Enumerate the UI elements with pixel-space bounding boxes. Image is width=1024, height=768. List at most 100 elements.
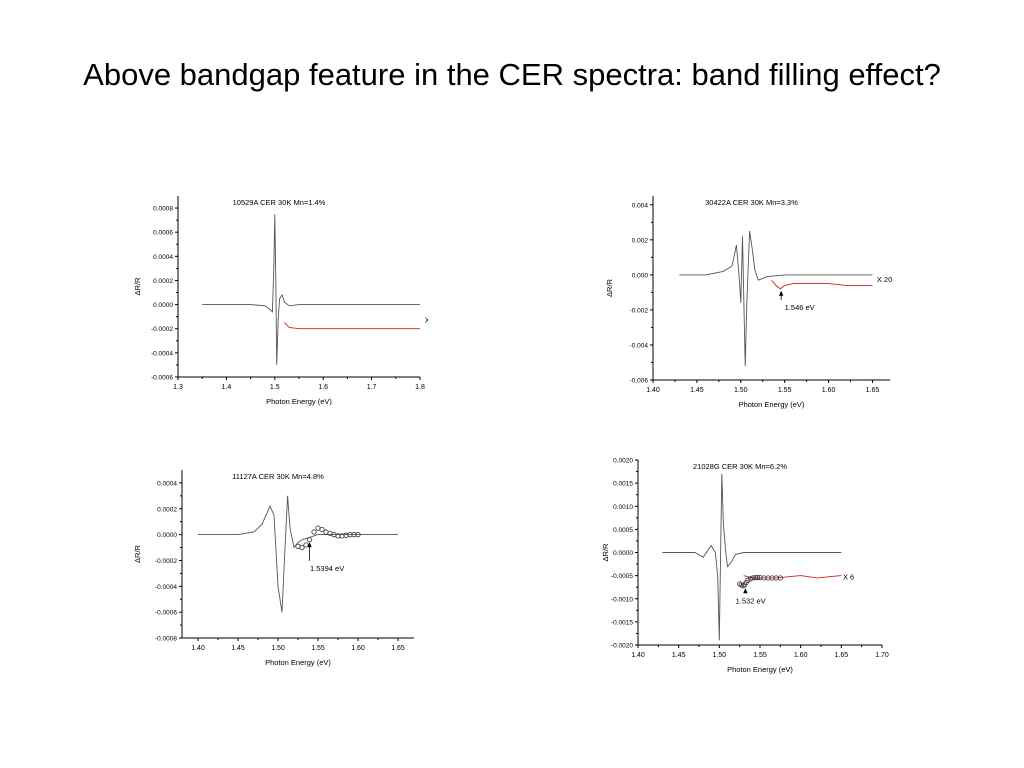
chart3-annotation: 1.5394 eV bbox=[310, 564, 344, 573]
chart1-x-tick-label: 1.8 bbox=[415, 384, 425, 391]
chart2-y-tick-label: 0.002 bbox=[632, 237, 649, 244]
chart2-x-tick-label: 1.65 bbox=[866, 387, 880, 394]
chart3-series1-line bbox=[198, 495, 398, 613]
chart1-x-tick-label: 1.6 bbox=[318, 384, 328, 391]
chart2-y-tick-label: -0.002 bbox=[630, 307, 649, 314]
chart4-x-tick-label: 1.60 bbox=[794, 652, 808, 659]
chart3-y-label: ΔR/R bbox=[133, 544, 142, 563]
chart2-series1-line bbox=[679, 230, 873, 367]
chart4-series3-point bbox=[752, 574, 758, 581]
chart2-annotation: X 20 bbox=[877, 275, 892, 284]
chart4-y-label: ΔR/R bbox=[601, 543, 610, 562]
chart-10529a-svg: 1.3 1.4 1.5 1.6 1.7 1.8 -0.0006 -0.0004 -0.0002 0… bbox=[133, 196, 428, 406]
chart1-y-tick-label: 0.0004 bbox=[153, 254, 173, 261]
chart-21028g: 1.40 1.45 1.50 1.55 1.60 1.65 1.70 -0.0020 -0.00… bbox=[596, 450, 900, 675]
chart2-x-label: Photon Energy (eV) bbox=[739, 400, 805, 409]
chart4-y-tick-label: 0.0010 bbox=[613, 504, 633, 511]
chart1-y-tick-label: -0.0004 bbox=[151, 350, 173, 357]
chart4-x-label: Photon Energy (eV) bbox=[727, 665, 793, 674]
chart1-y-tick-label: 0.0006 bbox=[153, 230, 173, 237]
chart1-series2-line bbox=[284, 322, 420, 330]
chart1-y-tick-label: -0.0006 bbox=[151, 375, 173, 382]
chart3-series2-point bbox=[303, 542, 309, 548]
chart4-series3-point bbox=[754, 574, 761, 581]
chart4-series3-point bbox=[750, 575, 756, 581]
chart2-annotation: 1.546 eV bbox=[785, 303, 815, 312]
chart4-title: 21028G CER 30K Mn=6.2% bbox=[693, 462, 787, 471]
slide-title: Above bandgap feature in the CER spectra… bbox=[83, 57, 941, 92]
chart1-x-tick-label: 1.4 bbox=[222, 384, 232, 391]
chart1-y-tick-label: 0.0000 bbox=[153, 302, 173, 309]
chart-21028g-svg: 1.40 1.45 1.50 1.55 1.60 1.65 1.70 -0.0020 -0.00… bbox=[601, 458, 889, 675]
chart3-y-tick-label: -0.0002 bbox=[155, 558, 177, 565]
chart4-y-tick-label: 0.0020 bbox=[613, 458, 633, 465]
chart3-x-tick-label: 1.55 bbox=[311, 645, 325, 652]
chart4-annotation: 1.532 eV bbox=[736, 596, 766, 605]
chart1-y-label: ΔR/R bbox=[133, 277, 142, 296]
chart2-y-tick-label: 0.000 bbox=[632, 272, 649, 279]
chart3-series2-point bbox=[355, 532, 361, 538]
chart3-title: 11127A CER 30K Mn=4.8% bbox=[232, 472, 324, 481]
chart4-annotation: X 6 bbox=[843, 572, 854, 581]
chart1-series1-line bbox=[202, 214, 420, 365]
chart3-x-label: Photon Energy (eV) bbox=[265, 658, 331, 667]
chart1-y-tick-label: -0.0002 bbox=[151, 326, 173, 333]
chart2-x-tick-label: 1.55 bbox=[778, 387, 792, 394]
chart-30422a: 1.40 1.45 1.50 1.55 1.60 1.65 -0.006 -0.004 -0.0… bbox=[600, 186, 900, 410]
chart4-annotation-arrowhead bbox=[743, 588, 748, 594]
chart3-y-tick-label: -0.0008 bbox=[155, 636, 177, 643]
chart-11127a-svg: 1.40 1.45 1.50 1.55 1.60 1.65 -0.0008 -0.0006 -0… bbox=[133, 470, 414, 667]
chart4-y-tick-label: 0.0005 bbox=[613, 527, 633, 534]
chart-10529a: 1.3 1.4 1.5 1.6 1.7 1.8 -0.0006 -0.0004 -0.0002 0… bbox=[128, 186, 428, 410]
chart4-y-tick-label: -0.0010 bbox=[611, 596, 633, 603]
chart4-series3-point bbox=[777, 575, 783, 581]
chart3-y-tick-label: -0.0004 bbox=[155, 584, 177, 591]
chart2-y-label: ΔR/R bbox=[605, 278, 614, 297]
chart1-x-label: Photon Energy (eV) bbox=[266, 397, 332, 406]
chart3-x-tick-label: 1.50 bbox=[271, 645, 285, 652]
chart4-x-tick-label: 1.40 bbox=[631, 652, 645, 659]
chart2-annotation-arrowhead bbox=[778, 290, 784, 296]
chart1-y-tick-label: 0.0008 bbox=[153, 206, 173, 213]
chart1-x-tick-label: 1.7 bbox=[367, 384, 377, 391]
chart4-series3-point bbox=[747, 576, 753, 582]
chart2-title: 30422A CER 30K Mn=3.3% bbox=[705, 198, 798, 207]
chart4-x-tick-label: 1.65 bbox=[835, 652, 849, 659]
chart4-x-tick-label: 1.70 bbox=[875, 652, 889, 659]
chart2-y-tick-label: -0.006 bbox=[630, 378, 649, 385]
chart2-x-tick-label: 1.50 bbox=[734, 387, 748, 394]
chart4-y-tick-label: -0.0005 bbox=[611, 573, 633, 580]
chart3-annotation-arrowhead bbox=[307, 542, 312, 548]
chart-30422a-svg: 1.40 1.45 1.50 1.55 1.60 1.65 -0.006 -0.004 -0.0… bbox=[605, 196, 892, 409]
chart3-series2-point bbox=[311, 529, 317, 535]
chart1-x-tick-label: 1.3 bbox=[173, 384, 183, 391]
chart4-y-tick-label: 0.0015 bbox=[613, 481, 633, 488]
chart3-series2-point bbox=[335, 533, 341, 539]
chart3-x-tick-label: 1.45 bbox=[231, 645, 245, 652]
chart1-y-tick-label: 0.0002 bbox=[153, 278, 173, 285]
chart1-annotation: X 3 bbox=[425, 316, 428, 325]
chart2-series2-line bbox=[771, 279, 873, 290]
chart2-x-tick-label: 1.45 bbox=[690, 387, 704, 394]
chart3-series2-point bbox=[347, 532, 353, 538]
chart3-y-tick-label: 0.0000 bbox=[157, 532, 177, 539]
chart3-series2-point bbox=[351, 532, 357, 538]
chart2-x-tick-label: 1.40 bbox=[646, 387, 660, 394]
chart3-y-tick-label: 0.0002 bbox=[157, 506, 177, 513]
chart4-series1-line bbox=[662, 473, 842, 641]
chart3-y-tick-label: -0.0006 bbox=[155, 610, 177, 617]
chart3-series2-point bbox=[306, 537, 313, 543]
chart3-x-tick-label: 1.60 bbox=[351, 645, 365, 652]
chart3-x-tick-label: 1.65 bbox=[391, 645, 405, 652]
chart2-x-tick-label: 1.60 bbox=[822, 387, 836, 394]
chart1-x-tick-label: 1.5 bbox=[270, 384, 280, 391]
chart4-y-tick-label: -0.0015 bbox=[611, 619, 633, 626]
chart4-x-tick-label: 1.50 bbox=[713, 652, 727, 659]
chart2-y-tick-label: 0.004 bbox=[632, 202, 649, 209]
chart4-x-tick-label: 1.45 bbox=[672, 652, 686, 659]
chart3-series2-point bbox=[299, 544, 305, 551]
chart-11127a: 1.40 1.45 1.50 1.55 1.60 1.65 -0.0008 -0.0006 -0… bbox=[128, 450, 428, 674]
chart4-y-tick-label: 0.0000 bbox=[613, 550, 633, 557]
chart4-y-tick-label: -0.0020 bbox=[611, 643, 633, 650]
chart3-x-tick-label: 1.40 bbox=[191, 645, 205, 652]
